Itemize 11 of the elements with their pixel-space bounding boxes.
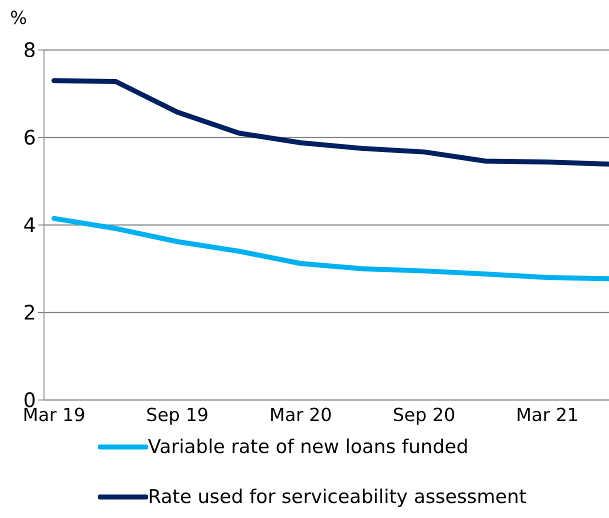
x-tick-label: Mar 20 — [269, 404, 332, 426]
x-tick-label: Mar 21 — [516, 404, 579, 426]
y-axis-title: % — [10, 8, 28, 29]
y-tick-label: 8 — [23, 38, 36, 62]
x-tick-label: Sep 19 — [146, 404, 209, 426]
legend-label: Variable rate of new loans funded — [148, 436, 468, 458]
y-tick-label: 2 — [23, 300, 36, 325]
y-tick-label: 4 — [23, 213, 36, 238]
x-tick-label: Sep 20 — [392, 404, 456, 426]
y-tick-label: 6 — [23, 126, 36, 150]
legend-label: Rate used for serviceability assessment — [148, 486, 526, 508]
